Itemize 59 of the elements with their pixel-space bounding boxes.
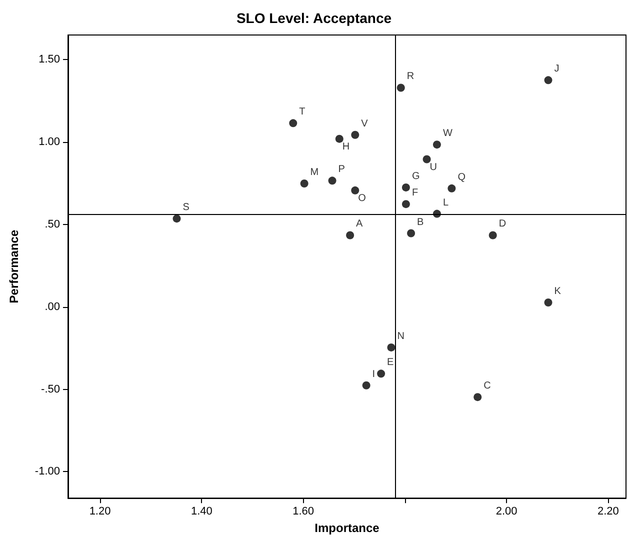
- data-label: M: [310, 166, 319, 178]
- data-label: G: [412, 170, 420, 182]
- data-label: K: [554, 286, 562, 297]
- data-label: C: [484, 380, 491, 392]
- x-tick-label: 2.20: [598, 506, 619, 518]
- data-label: P: [338, 164, 346, 176]
- point: [448, 184, 456, 192]
- y-tick-label: -1.00: [34, 466, 60, 478]
- point: [474, 393, 482, 402]
- data-label: A: [356, 218, 364, 230]
- data-label: D: [498, 218, 506, 230]
- point: [335, 134, 344, 143]
- data-label: W: [442, 128, 453, 140]
- point: [396, 84, 405, 92]
- data-label: E: [387, 357, 394, 368]
- point: [351, 186, 360, 194]
- data-label: Q: [458, 172, 466, 183]
- point: [346, 231, 354, 240]
- data-label: L: [442, 197, 449, 208]
- chart-title: SLO Level: Acceptance: [236, 10, 392, 26]
- point: [432, 140, 441, 149]
- point: [544, 76, 552, 84]
- point: [351, 130, 360, 139]
- data-label: T: [299, 106, 306, 118]
- point: [402, 183, 410, 192]
- point: [362, 381, 370, 390]
- point: [407, 229, 416, 238]
- data-label: U: [430, 162, 438, 173]
- point: [172, 214, 181, 223]
- point: [387, 343, 396, 352]
- y-tick-label: .00: [44, 300, 60, 313]
- point: [488, 231, 497, 240]
- point: [377, 370, 386, 378]
- data-label: B: [417, 216, 424, 228]
- data-label: R: [406, 71, 414, 82]
- data-label: S: [182, 202, 190, 214]
- point: [328, 176, 336, 185]
- point: [422, 155, 431, 164]
- data-label: J: [554, 64, 560, 75]
- x-tick-label: 1.40: [190, 506, 212, 518]
- y-tick-label: 1.50: [38, 54, 60, 66]
- x-tick-label: 2.00: [496, 506, 518, 518]
- point: [544, 298, 552, 306]
- point: [402, 200, 410, 208]
- data-label: V: [361, 118, 368, 130]
- data-label: F: [412, 188, 418, 199]
- data-label: N: [397, 330, 404, 342]
- data-label: O: [358, 192, 366, 204]
- y-axis-title: Performance: [7, 230, 21, 304]
- point: [300, 179, 308, 188]
- data-label: H: [342, 141, 350, 152]
- x-tick-label: 1.60: [292, 506, 314, 518]
- y-tick-label: 1.00: [38, 136, 60, 148]
- point: [289, 119, 298, 128]
- y-tick-label: .50: [44, 218, 60, 231]
- data-label: I: [372, 368, 376, 380]
- x-tick-label: 1.20: [89, 506, 111, 518]
- y-tick-label: -.50: [41, 383, 60, 396]
- x-axis-title: Importance: [314, 521, 380, 535]
